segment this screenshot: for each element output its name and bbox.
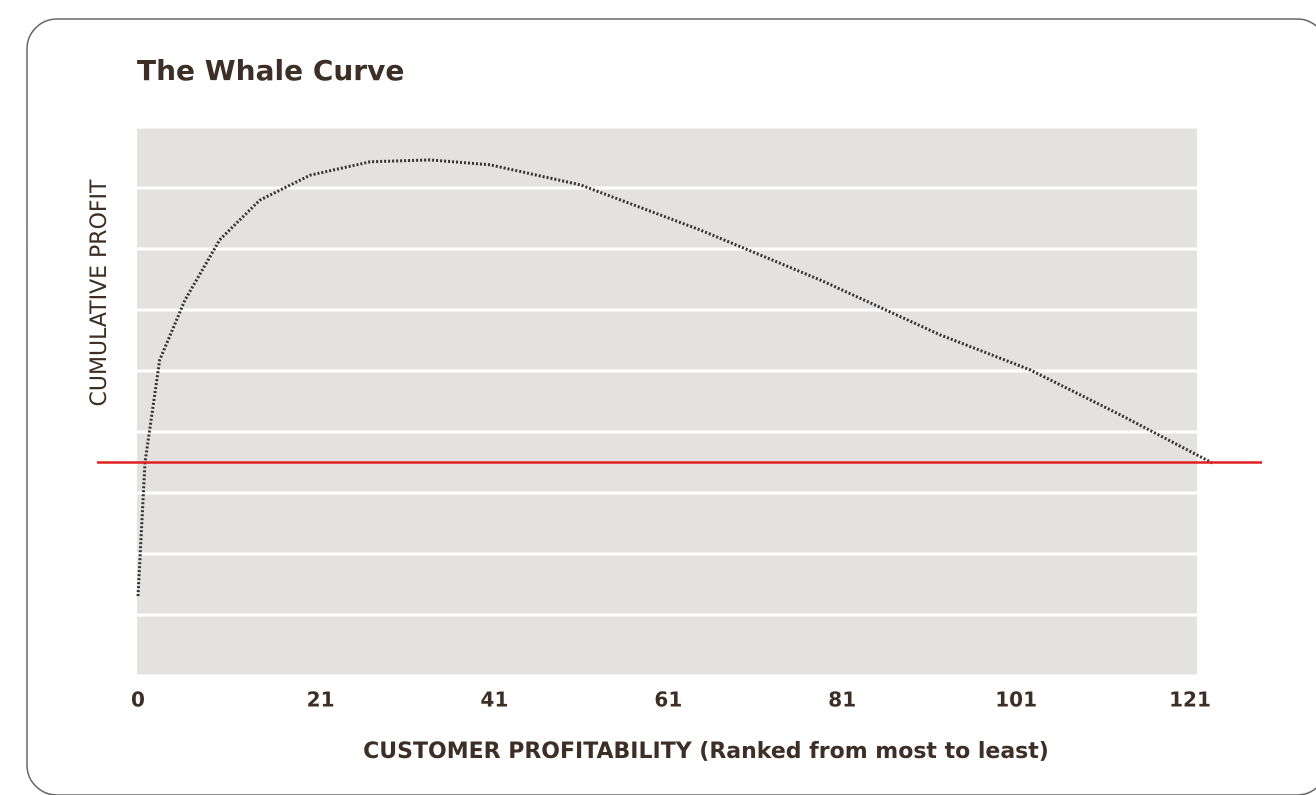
x-tick-label: 0 [131, 688, 145, 712]
plot-area [137, 127, 1197, 676]
x-tick-label: 21 [307, 688, 335, 712]
y-axis-label: CUMULATIVE PROFIT [87, 179, 112, 407]
x-tick-label: 121 [1169, 688, 1211, 712]
x-tick-label: 41 [481, 688, 509, 712]
x-tick-label: 101 [995, 688, 1037, 712]
x-axis-label: CUSTOMER PROFITABILITY (Ranked from most… [363, 739, 1049, 764]
whale-curve [136, 158, 1214, 597]
x-tick-label: 61 [654, 688, 682, 712]
chart-title: The Whale Curve [137, 54, 404, 87]
x-tick-label: 81 [828, 688, 856, 712]
